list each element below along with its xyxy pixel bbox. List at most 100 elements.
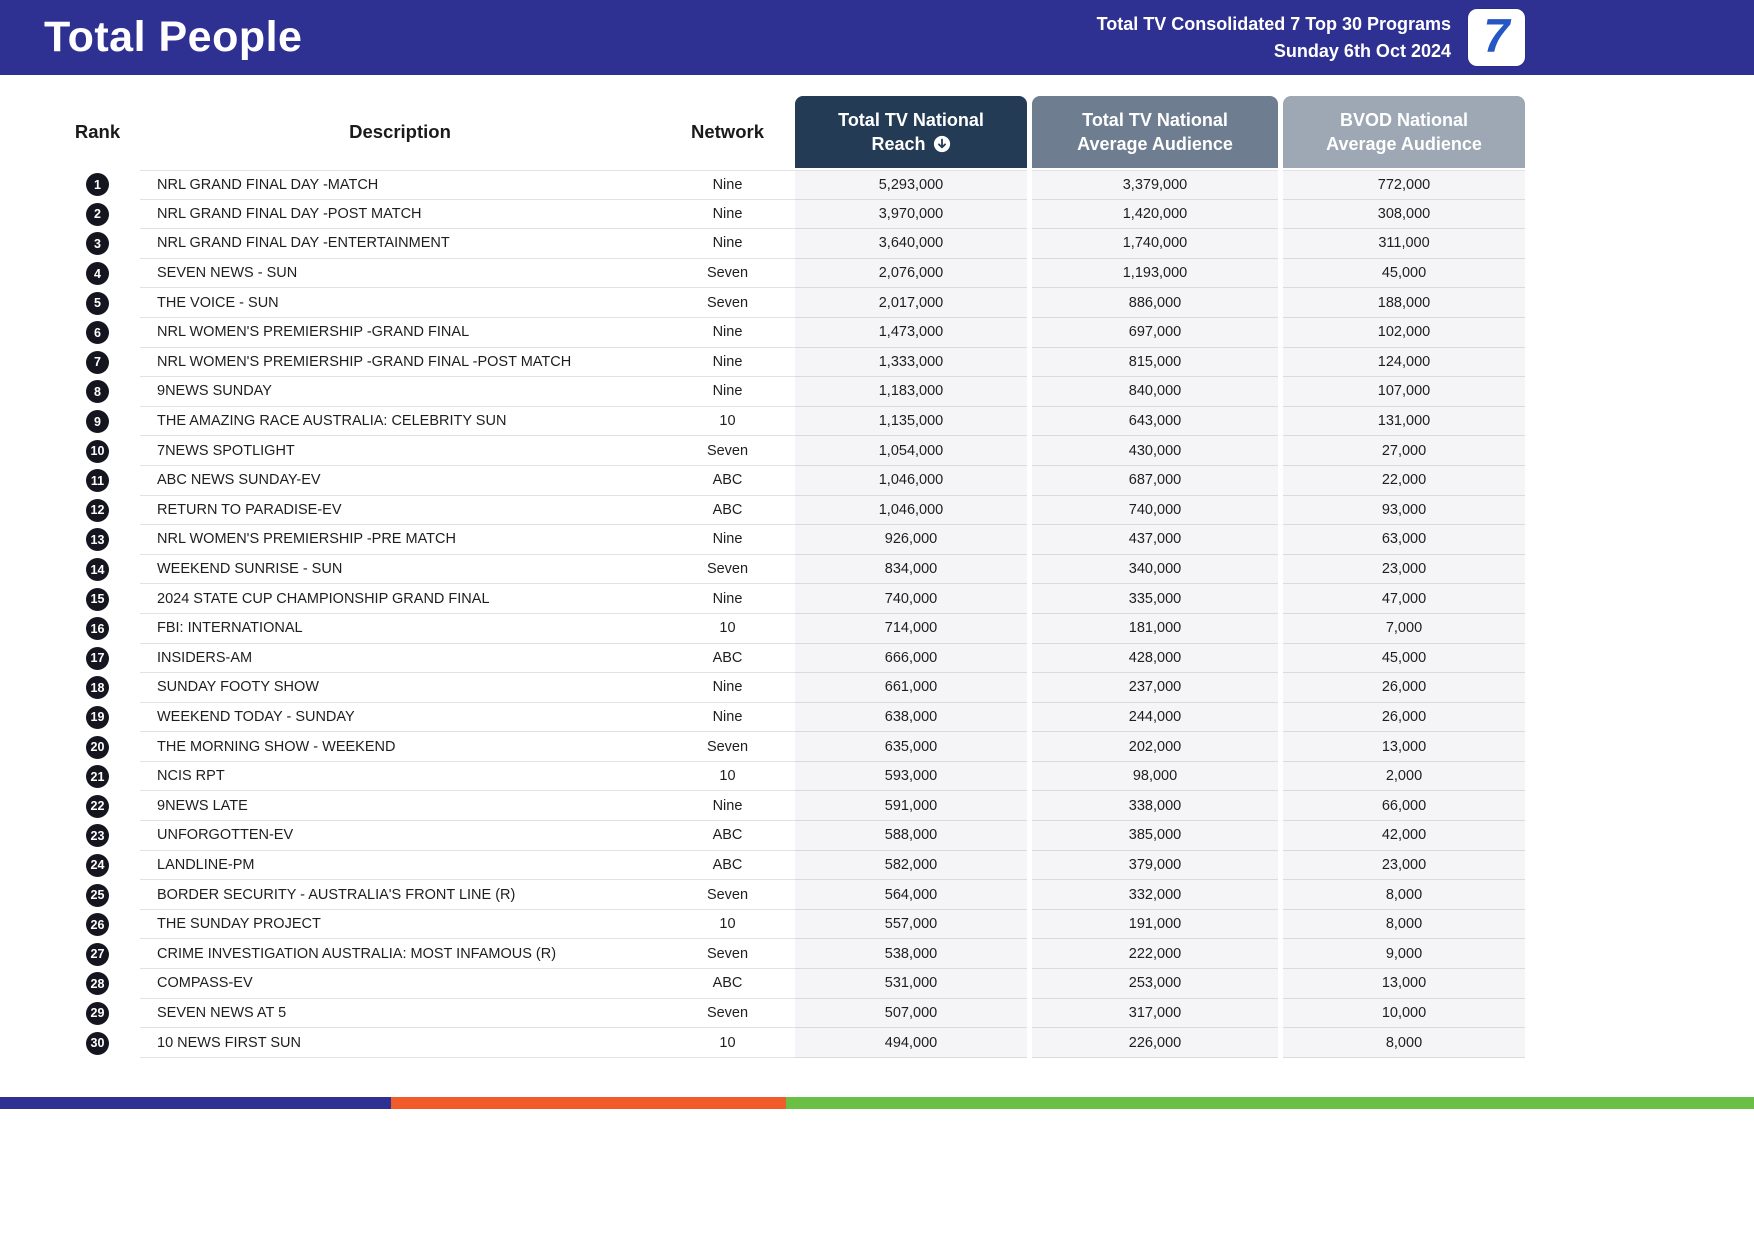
network-name: Nine — [660, 377, 795, 407]
rank-cell: 24 — [55, 851, 140, 881]
rank-badge: 18 — [86, 676, 109, 700]
total-tv-average-value: 191,000 — [1032, 909, 1278, 940]
total-tv-average-value: 815,000 — [1032, 347, 1278, 378]
bvod-average-value: 10,000 — [1283, 998, 1525, 1029]
column-gutter — [1278, 436, 1283, 466]
total-tv-average-value: 428,000 — [1032, 643, 1278, 674]
table-row: 24 LANDLINE-PM ABC 582,000 379,000 23,00… — [55, 850, 1525, 881]
total-tv-reach-value: 834,000 — [795, 554, 1027, 585]
rank-cell: 11 — [55, 466, 140, 496]
total-tv-average-value: 1,193,000 — [1032, 258, 1278, 289]
column-gutter — [1278, 525, 1283, 555]
network-name: Seven — [660, 259, 795, 289]
rank-badge: 16 — [86, 617, 109, 641]
program-description: INSIDERS-AM — [140, 644, 660, 674]
rank-cell: 23 — [55, 821, 140, 851]
table-row: 3 NRL GRAND FINAL DAY -ENTERTAINMENT Nin… — [55, 229, 1525, 259]
header-right-group: Total TV Consolidated 7 Top 30 Programs … — [1097, 9, 1525, 66]
column-gutter — [1278, 998, 1283, 1029]
rank-badge: 21 — [86, 765, 109, 789]
network-name: 10 — [660, 762, 795, 792]
rank-badge: 6 — [86, 321, 109, 345]
total-tv-reach-value: 635,000 — [795, 732, 1027, 762]
table-row: 13 NRL WOMEN'S PREMIERSHIP -PRE MATCH Ni… — [55, 525, 1525, 555]
rank-cell: 25 — [55, 880, 140, 910]
column-gutter — [1278, 465, 1283, 496]
table-row: 21 NCIS RPT 10 593,000 98,000 2,000 — [55, 761, 1525, 792]
column-gutter — [1027, 880, 1032, 910]
column-gutter — [1278, 643, 1283, 674]
total-tv-average-value: 335,000 — [1032, 584, 1278, 614]
bvod-average-value: 8,000 — [1283, 1028, 1525, 1058]
rank-cell: 6 — [55, 318, 140, 348]
program-description: NRL GRAND FINAL DAY -ENTERTAINMENT — [140, 229, 660, 259]
column-gutter — [1027, 317, 1032, 348]
column-header-total-tv-reach[interactable]: Total TV National Reach — [795, 96, 1027, 168]
program-description: WEEKEND TODAY - SUNDAY — [140, 703, 660, 733]
program-description: NRL GRAND FINAL DAY -MATCH — [140, 170, 660, 200]
column-gutter — [1278, 199, 1283, 230]
total-tv-reach-value: 5,293,000 — [795, 170, 1027, 200]
column-header-total-tv-average[interactable]: Total TV National Average Audience — [1032, 96, 1278, 168]
rank-badge: 9 — [86, 410, 109, 434]
bvod-average-value: 45,000 — [1283, 643, 1525, 674]
column-header-network: Network — [691, 121, 764, 142]
total-tv-reach-value: 531,000 — [795, 969, 1027, 999]
total-tv-reach-value: 588,000 — [795, 821, 1027, 851]
total-tv-average-value: 202,000 — [1032, 732, 1278, 762]
table-row: 2 NRL GRAND FINAL DAY -POST MATCH Nine 3… — [55, 199, 1525, 230]
program-description: THE MORNING SHOW - WEEKEND — [140, 732, 660, 762]
rank-cell: 5 — [55, 288, 140, 318]
total-tv-average-value: 338,000 — [1032, 791, 1278, 822]
column-gutter — [1027, 939, 1032, 970]
rank-cell: 18 — [55, 673, 140, 703]
program-description: NRL GRAND FINAL DAY -POST MATCH — [140, 200, 660, 230]
column-gutter — [1027, 821, 1032, 851]
rank-badge: 12 — [86, 498, 109, 522]
report-subtitle: Total TV Consolidated 7 Top 30 Programs … — [1097, 11, 1451, 65]
total-tv-reach-value: 3,970,000 — [795, 199, 1027, 230]
column-gutter — [1278, 554, 1283, 585]
program-description: BORDER SECURITY - AUSTRALIA'S FRONT LINE… — [140, 880, 660, 910]
rank-badge: 26 — [86, 913, 109, 937]
program-description: SEVEN NEWS - SUN — [140, 259, 660, 289]
total-tv-reach-value: 1,046,000 — [795, 495, 1027, 526]
rank-cell: 7 — [55, 348, 140, 378]
program-description: NCIS RPT — [140, 762, 660, 792]
column-gutter — [1027, 613, 1032, 644]
network-name: Seven — [660, 880, 795, 910]
total-tv-average-value: 1,420,000 — [1032, 199, 1278, 230]
column-gutter — [1027, 732, 1032, 762]
total-tv-reach-value: 564,000 — [795, 880, 1027, 910]
column-gutter — [1027, 436, 1032, 466]
sort-descending-icon[interactable] — [933, 135, 951, 153]
bvod-average-value: 7,000 — [1283, 613, 1525, 644]
network-name: Nine — [660, 229, 795, 259]
rank-badge: 22 — [86, 794, 109, 818]
column-gutter — [1278, 1028, 1283, 1058]
program-description: NRL WOMEN'S PREMIERSHIP -GRAND FINAL — [140, 318, 660, 348]
network-name: ABC — [660, 496, 795, 526]
total-tv-average-value: 840,000 — [1032, 377, 1278, 407]
rank-badge: 10 — [86, 439, 109, 463]
rank-cell: 12 — [55, 496, 140, 526]
column-header-bvod-average[interactable]: BVOD National Average Audience — [1283, 96, 1525, 168]
column-gutter — [1278, 288, 1283, 318]
network-name: ABC — [660, 851, 795, 881]
bvod-average-value: 131,000 — [1283, 406, 1525, 437]
rank-cell: 3 — [55, 229, 140, 259]
total-tv-reach-value: 507,000 — [795, 998, 1027, 1029]
total-tv-reach-value: 538,000 — [795, 939, 1027, 970]
rank-badge: 28 — [86, 972, 109, 996]
network-name: ABC — [660, 969, 795, 999]
column-gutter — [1278, 406, 1283, 437]
program-description: THE SUNDAY PROJECT — [140, 910, 660, 940]
network-name: 10 — [660, 1028, 795, 1058]
network-name: 10 — [660, 614, 795, 644]
table-row: 30 10 NEWS FIRST SUN 10 494,000 226,000 … — [55, 1028, 1525, 1058]
total-tv-reach-value: 1,183,000 — [795, 377, 1027, 407]
column-gutter — [1027, 406, 1032, 437]
rank-badge: 3 — [86, 232, 109, 256]
program-description: 7NEWS SPOTLIGHT — [140, 436, 660, 466]
total-tv-average-value: 3,379,000 — [1032, 170, 1278, 200]
